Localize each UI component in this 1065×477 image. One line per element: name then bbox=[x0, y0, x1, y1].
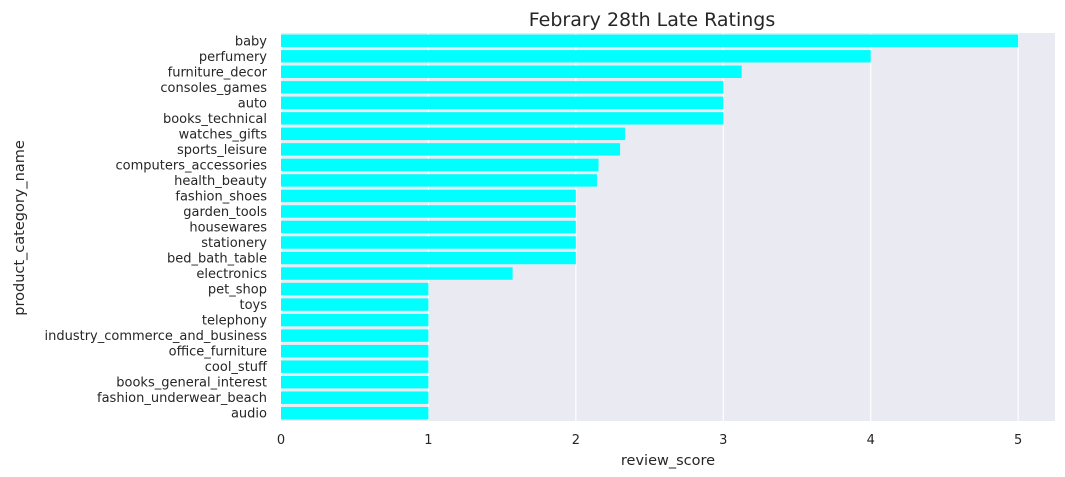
y-tick-label: books_general_interest bbox=[116, 376, 267, 391]
bar-baby bbox=[281, 34, 1019, 47]
y-tick-label: industry_commerce_and_business bbox=[45, 329, 268, 344]
y-tick-label: audio bbox=[231, 407, 267, 422]
bar-industry_commerce_and_business bbox=[281, 329, 429, 342]
bar-furniture_decor bbox=[281, 65, 742, 79]
x-tick-label: 0 bbox=[277, 433, 285, 448]
bar-cool_stuff bbox=[281, 360, 429, 373]
y-tick-label: computers_accessories bbox=[116, 158, 268, 173]
bar-telephony bbox=[281, 313, 429, 327]
bar-audio bbox=[281, 407, 429, 420]
bar-pet_shop bbox=[281, 282, 429, 296]
bar-watches_gifts bbox=[281, 127, 625, 141]
bar-auto bbox=[281, 96, 724, 110]
y-tick-label: cool_stuff bbox=[205, 360, 268, 375]
bar-bed_bath_table bbox=[281, 251, 576, 265]
y-tick-label: telephony bbox=[202, 314, 267, 329]
bars bbox=[281, 34, 1019, 420]
y-tick-label: furniture_decor bbox=[168, 65, 268, 80]
x-tick-label: 5 bbox=[1014, 433, 1022, 448]
y-tick-label: garden_tools bbox=[183, 205, 267, 220]
bar-toys bbox=[281, 298, 429, 311]
bar-books_general_interest bbox=[281, 375, 429, 389]
y-tick-label: consoles_games bbox=[160, 81, 267, 96]
bar-stationery bbox=[281, 236, 576, 249]
bar-fashion_underwear_beach bbox=[281, 391, 429, 404]
y-tick-label: electronics bbox=[196, 267, 267, 282]
y-tick-label: health_beauty bbox=[174, 174, 267, 189]
y-axis-title: product_category_name bbox=[12, 140, 28, 316]
y-tick-label: pet_shop bbox=[208, 283, 267, 298]
x-tick-label: 2 bbox=[572, 433, 580, 448]
bar-perfumery bbox=[281, 50, 871, 63]
y-tick-labels: babyperfumeryfurniture_decorconsoles_gam… bbox=[45, 34, 269, 421]
bar-consoles_games bbox=[281, 81, 724, 94]
chart-title: Febrary 28th Late Ratings bbox=[529, 9, 775, 31]
x-tick-label: 3 bbox=[719, 433, 727, 448]
y-tick-label: fashion_shoes bbox=[175, 189, 267, 204]
bar-office_furniture bbox=[281, 344, 429, 358]
y-tick-label: fashion_underwear_beach bbox=[97, 391, 267, 406]
y-tick-label: sports_leisure bbox=[177, 143, 267, 158]
x-tick-label: 4 bbox=[867, 433, 875, 448]
bar-computers_accessories bbox=[281, 158, 599, 172]
x-axis-title: review_score bbox=[621, 453, 715, 469]
y-tick-label: auto bbox=[238, 96, 267, 111]
bar-housewares bbox=[281, 220, 576, 234]
x-tick-labels: 0 1 2 3 4 5 bbox=[277, 433, 1022, 448]
bar-health_beauty bbox=[281, 174, 597, 187]
y-tick-label: toys bbox=[239, 298, 267, 313]
bar-garden_tools bbox=[281, 205, 576, 218]
y-tick-label: housewares bbox=[189, 221, 267, 236]
x-tick-label: 1 bbox=[424, 433, 432, 448]
bar-sports_leisure bbox=[281, 143, 621, 156]
y-tick-label: watches_gifts bbox=[179, 127, 268, 142]
y-tick-label: office_furniture bbox=[169, 345, 267, 360]
bar-fashion_shoes bbox=[281, 189, 576, 203]
bar-books_technical bbox=[281, 112, 724, 125]
y-tick-label: baby bbox=[235, 34, 267, 49]
y-tick-label: perfumery bbox=[199, 50, 267, 65]
y-tick-label: bed_bath_table bbox=[167, 252, 267, 267]
y-tick-label: stationery bbox=[201, 236, 267, 251]
y-tick-label: books_technical bbox=[163, 112, 267, 127]
bar-electronics bbox=[281, 267, 513, 280]
